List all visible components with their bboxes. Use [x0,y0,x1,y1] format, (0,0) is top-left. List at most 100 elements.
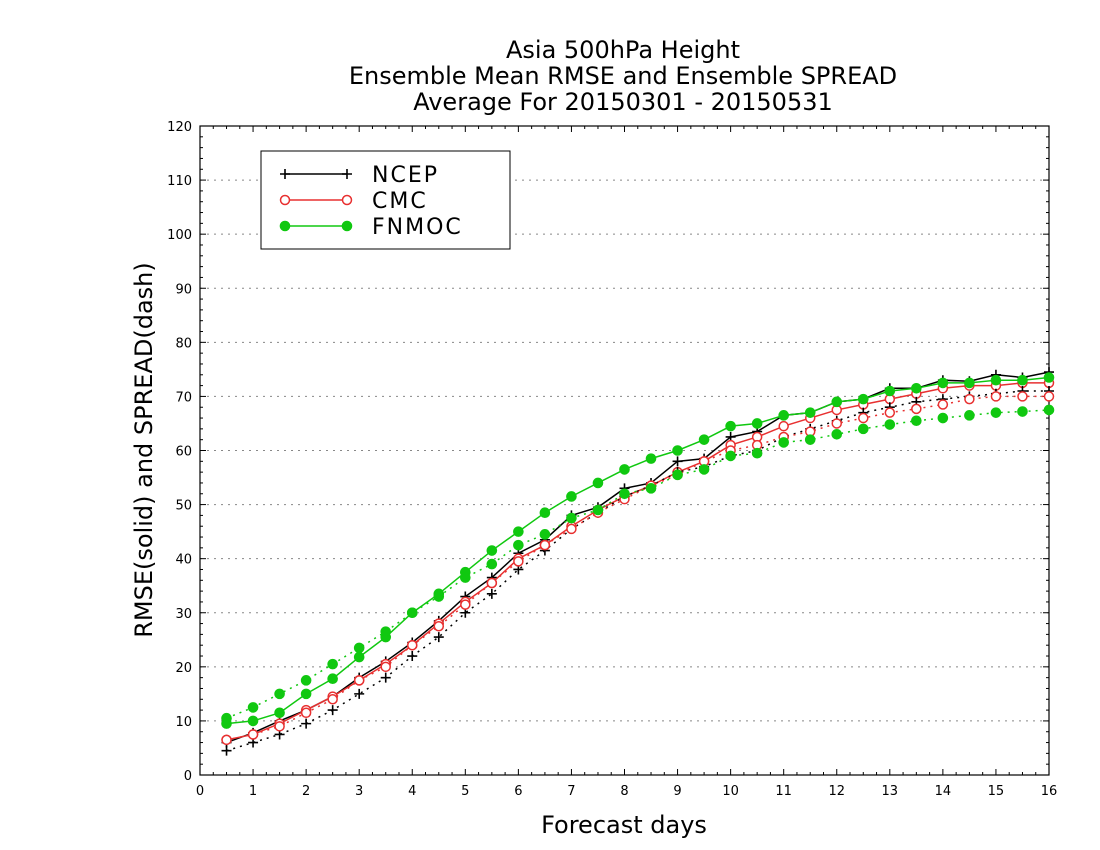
x-axis-label: Forecast days [541,811,707,839]
x-tick-label-0: 0 [196,784,204,799]
point-fnmoc-spread-6 [380,626,392,637]
x-tick-label-12: 12 [828,784,845,799]
chart-title-line-1: Asia 500hPa Height [505,36,740,64]
point-cmc-spread-0 [221,734,232,746]
point-fnmoc-spread-12 [539,529,551,540]
legend-label-ncep: NCEP [372,163,439,188]
point-fnmoc-spread-20 [751,447,763,459]
point-fnmoc-spread-21 [778,437,789,448]
point-cmc-spread-8 [433,621,445,632]
point-fnmoc-spread-19 [725,450,736,462]
point-cmc-spread-25 [884,407,896,418]
point-cmc-spread-24 [858,412,869,424]
point-cmc-spread-29 [990,391,1002,402]
point-ncep-spread-7 [407,651,418,662]
point-fnmoc-rmse-5 [353,651,365,663]
point-fnmoc-rmse-14 [592,477,604,489]
y-tick-label-40: 40 [175,553,192,568]
legend-label-fnmoc: FNMOC [372,215,463,240]
y-tick-label-90: 90 [175,282,192,297]
point-fnmoc-spread-18 [698,464,710,475]
point-fnmoc-rmse-22 [804,407,816,418]
y-tick-label-100: 100 [167,228,192,243]
y-tick-label-60: 60 [175,445,192,460]
legend-marker-left-cmc [279,194,291,206]
legend-marker-right-cmc [341,194,353,206]
y-tick-label-80: 80 [175,336,192,351]
legend-marker-right-ncep [342,169,352,179]
y-tick-label-110: 110 [167,174,192,189]
point-cmc-spread-27 [937,399,949,410]
point-cmc-spread-11 [513,556,524,567]
point-fnmoc-rmse-11 [513,526,524,537]
point-fnmoc-rmse-18 [698,434,710,445]
series-line-cmc-rmse [226,382,1049,741]
x-tick-label-9: 9 [673,784,681,799]
point-cmc-spread-30 [1017,391,1028,402]
point-fnmoc-rmse-2 [274,707,285,719]
point-fnmoc-rmse-12 [539,507,551,518]
x-tick-label-3: 3 [355,784,363,799]
point-fnmoc-spread-4 [327,658,338,670]
x-tick-label-2: 2 [302,784,310,799]
point-fnmoc-spread-7 [406,607,418,619]
point-fnmoc-spread-8 [433,591,445,602]
x-tick-label-7: 7 [567,784,575,799]
point-fnmoc-spread-17 [672,469,683,481]
point-cmc-spread-13 [566,523,577,535]
point-fnmoc-rmse-21 [778,410,789,421]
legend-marker-right-fnmoc [341,220,353,232]
series-ncep-spread [221,386,1054,756]
y-tick-label-70: 70 [175,390,192,405]
point-cmc-spread-5 [353,675,365,686]
point-fnmoc-rmse-4 [327,673,338,685]
point-cmc-spread-3 [300,707,312,719]
y-tick-label-20: 20 [175,661,192,676]
series-fnmoc-spread [221,404,1055,724]
x-tick-label-16: 16 [1041,784,1058,799]
y-tick-label-10: 10 [175,715,192,730]
point-ncep-spread-8 [433,632,444,643]
point-ncep-spread-4 [327,705,338,716]
point-fnmoc-rmse-13 [566,491,577,502]
legend-label-cmc: CMC [372,189,428,214]
point-fnmoc-spread-28 [964,410,975,421]
point-cmc-spread-28 [964,393,975,405]
point-cmc-spread-12 [539,539,551,551]
point-cmc-spread-9 [460,599,471,610]
point-fnmoc-spread-23 [831,428,843,440]
x-tick-label-13: 13 [882,784,899,799]
point-cmc-spread-2 [274,721,285,732]
point-fnmoc-spread-31 [1043,404,1055,416]
point-cmc-spread-10 [486,577,498,589]
point-fnmoc-spread-14 [592,504,604,516]
point-ncep-spread-3 [301,718,312,729]
chart-title-line-3: Average For 20150301 - 20150531 [413,88,833,116]
series-line-fnmoc-rmse [226,376,1050,725]
legend-marker-left-fnmoc [279,220,291,232]
x-tick-label-11: 11 [775,784,792,799]
series-fnmoc-rmse [221,372,1055,729]
point-fnmoc-rmse-24 [857,393,869,405]
series-line-cmc-spread [226,395,1049,741]
point-fnmoc-spread-5 [353,642,365,654]
point-ncep-spread-0 [221,745,232,756]
point-fnmoc-spread-13 [566,512,577,524]
x-tick-label-8: 8 [620,784,628,799]
point-fnmoc-spread-22 [804,434,816,445]
point-fnmoc-spread-3 [300,675,312,686]
legend-marker-left-ncep [280,169,290,179]
x-tick-label-5: 5 [461,784,469,799]
point-fnmoc-spread-10 [486,558,498,570]
series-layer [221,367,1055,756]
point-fnmoc-spread-9 [460,572,471,583]
series-cmc-spread [221,391,1055,746]
point-fnmoc-spread-24 [857,423,869,435]
point-fnmoc-spread-11 [513,539,524,551]
point-fnmoc-spread-2 [274,688,285,700]
point-fnmoc-rmse-20 [751,418,763,429]
point-fnmoc-rmse-15 [619,464,630,475]
point-fnmoc-rmse-23 [831,396,843,408]
point-fnmoc-spread-29 [990,407,1002,418]
x-tick-label-4: 4 [408,784,416,799]
